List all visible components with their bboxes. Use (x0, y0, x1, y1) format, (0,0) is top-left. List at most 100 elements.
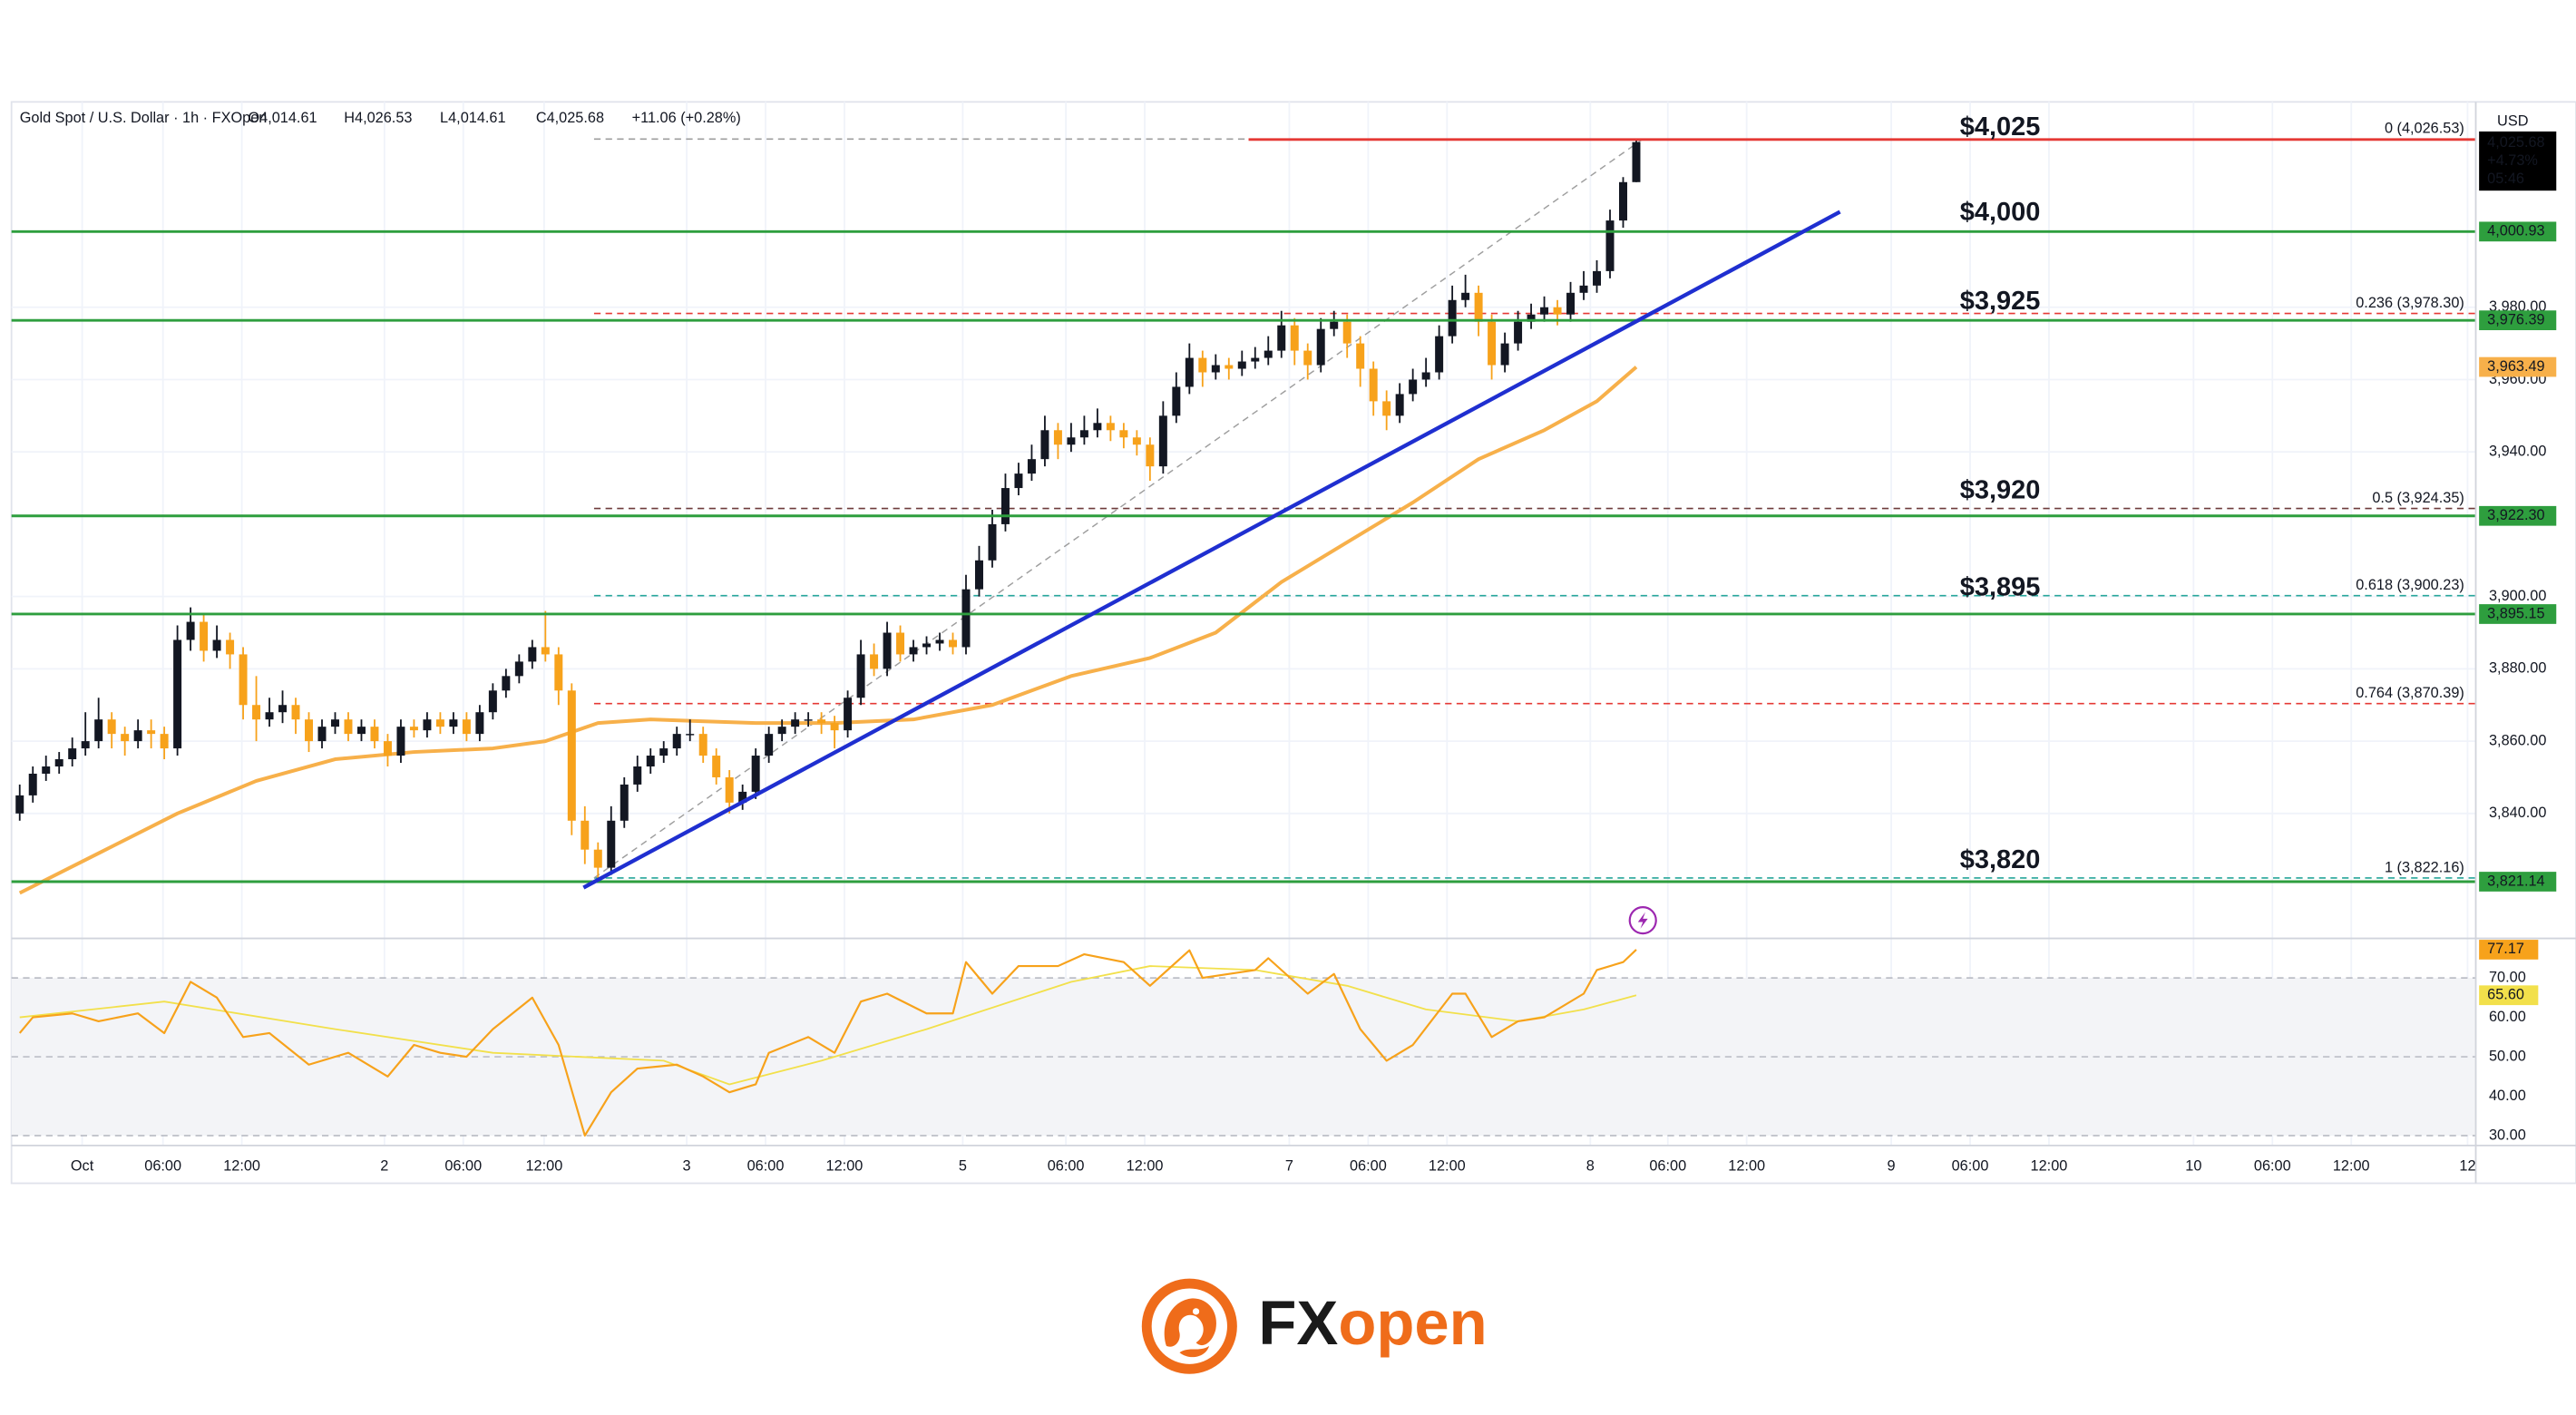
x-tick-label: 8 (1586, 1158, 1595, 1175)
candle-body (94, 719, 103, 742)
candle-body (620, 784, 629, 821)
candle-body (356, 727, 366, 735)
candle-body (1579, 285, 1588, 293)
rsi-tick-label: 30.00 (2489, 1127, 2526, 1143)
candle-body (607, 820, 616, 868)
candle-body (1618, 181, 1627, 221)
candle-body (107, 719, 116, 735)
x-tick-label: 12:00 (1127, 1158, 1164, 1175)
level-tag (2479, 604, 2557, 624)
x-tick-label: 06:00 (2254, 1158, 2291, 1175)
candle-body (147, 730, 156, 735)
candle-body (1461, 292, 1470, 300)
candle-body (383, 741, 392, 756)
candle-body (581, 820, 590, 850)
change-label: +4.73% (2487, 152, 2538, 169)
candle-body (554, 654, 563, 691)
x-tick-label: 10 (2185, 1158, 2201, 1175)
rsi-tick-label: 50.00 (2489, 1048, 2526, 1064)
fib-label: 0 (4,026.53) (2385, 121, 2464, 137)
brand-open: open (1338, 1288, 1487, 1358)
candle-body (935, 639, 944, 644)
x-tick-label: 2 (380, 1158, 388, 1175)
candle-body (1527, 314, 1536, 322)
brand-text: FXopen (1258, 1288, 1487, 1358)
level-tag (2479, 310, 2557, 331)
candle-body (909, 647, 918, 655)
candle-body (1316, 328, 1325, 366)
candle-body (883, 632, 892, 669)
candle-body (870, 654, 879, 669)
candle-body (186, 621, 195, 640)
level-tag-label: 3,895.15 (2487, 605, 2544, 621)
candle-body (765, 734, 774, 756)
x-tick-label: 06:00 (1952, 1158, 1989, 1175)
y-tick-label: 3,940.00 (2489, 444, 2546, 460)
candle-body (856, 654, 865, 698)
candle-body (791, 719, 800, 727)
candle-body (475, 712, 484, 735)
x-tick-label: Oct (71, 1158, 94, 1175)
y-tick-label: 3,880.00 (2489, 660, 2546, 677)
candle-body (1146, 444, 1155, 467)
candle-body (1369, 368, 1378, 402)
trend-line (582, 210, 1841, 890)
candle-body (1264, 350, 1273, 358)
candle-body (239, 654, 248, 706)
candle-body (133, 730, 142, 742)
ohlc-readout: O4,014.61 H4,026.53 L4,014.61 C4,025.68 +11.… (248, 110, 740, 126)
candle-body (252, 705, 261, 720)
price-annotation: $3,895 (1960, 572, 2041, 601)
candle-body (514, 661, 523, 677)
candle-body (672, 734, 681, 749)
price-annotation: $4,000 (1960, 198, 2041, 227)
x-tick-label: 9 (1888, 1158, 1896, 1175)
candle-body (488, 690, 497, 713)
x-tick-label: 06:00 (1048, 1158, 1085, 1175)
sma-tag (2479, 356, 2557, 377)
candle-body (1303, 350, 1312, 366)
x-tick-label: 12:00 (2031, 1158, 2068, 1175)
candle-body (528, 647, 537, 662)
ohlc-value: L4,014.61 (440, 110, 506, 126)
candle-body (1079, 430, 1088, 438)
level-tag-label: 3,821.14 (2487, 873, 2544, 889)
x-tick-label: 12:00 (2333, 1158, 2370, 1175)
candle-body (633, 766, 642, 785)
price-annotation: $3,920 (1960, 475, 2041, 504)
chart-title: Gold Spot / U.S. Dollar · 1h · FXOpen (20, 110, 268, 126)
candle-body (1093, 423, 1102, 431)
candle-body (698, 734, 707, 756)
candle-body (1540, 307, 1549, 315)
price-annotation: $3,925 (1960, 287, 2041, 316)
x-tick-label: 12:00 (223, 1158, 260, 1175)
ohlc-value: H4,026.53 (344, 110, 412, 126)
ohlc-value: +11.06 (+0.28%) (632, 110, 741, 126)
candle-body (1237, 361, 1246, 369)
candle-body (659, 748, 668, 756)
x-tick-label: 5 (959, 1158, 967, 1175)
rsi-tick-label: 70.00 (2489, 969, 2526, 985)
candle-body (1593, 270, 1602, 286)
marks (15, 139, 1641, 1137)
candle-body (1000, 488, 1010, 524)
candle-body (1632, 142, 1641, 182)
price-axis: Oct 06:00 12:00 2 06:00 12:00 3 06:00 12:00 5 06:0… (71, 131, 2557, 1175)
candle-body (1119, 430, 1128, 438)
x-tick-label: 12:00 (1728, 1158, 1765, 1175)
candle-body (344, 719, 353, 735)
candle-body (1277, 325, 1286, 351)
candle-body (1158, 415, 1167, 467)
alert-icon (1628, 906, 1657, 935)
x-tick-label: 3 (683, 1158, 691, 1175)
candle-body (68, 748, 77, 760)
x-tick-label: 06:00 (444, 1158, 482, 1175)
candle-body (1290, 325, 1299, 351)
candle-body (712, 756, 721, 777)
candle-body (974, 560, 983, 590)
candle-body (830, 723, 839, 731)
candle-body (1448, 299, 1457, 337)
candle-body (1027, 459, 1036, 474)
rsi-line (18, 949, 1637, 1137)
